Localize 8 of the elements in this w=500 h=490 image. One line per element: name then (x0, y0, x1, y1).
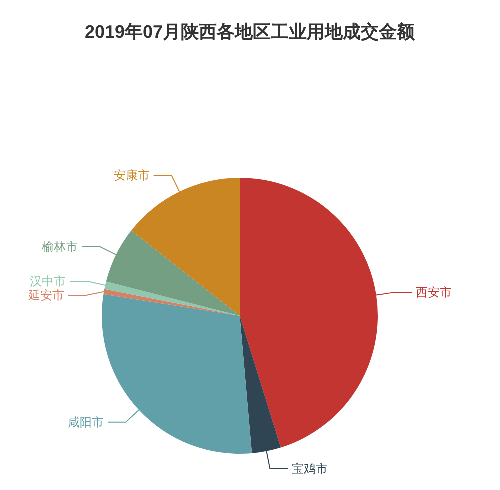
slice-label: 延安市 (27, 288, 64, 302)
slice-label: 汉中市 (30, 274, 66, 288)
slice-label: 榆林市 (42, 240, 78, 254)
slice-label: 西安市 (416, 286, 452, 300)
slice-label: 安康市 (114, 168, 150, 183)
chart-title: 2019年07月陕西各地区工业用地成交金额 (84, 22, 416, 42)
slice-label: 宝鸡市 (292, 462, 328, 476)
slice-label: 咸阳市 (68, 415, 104, 430)
